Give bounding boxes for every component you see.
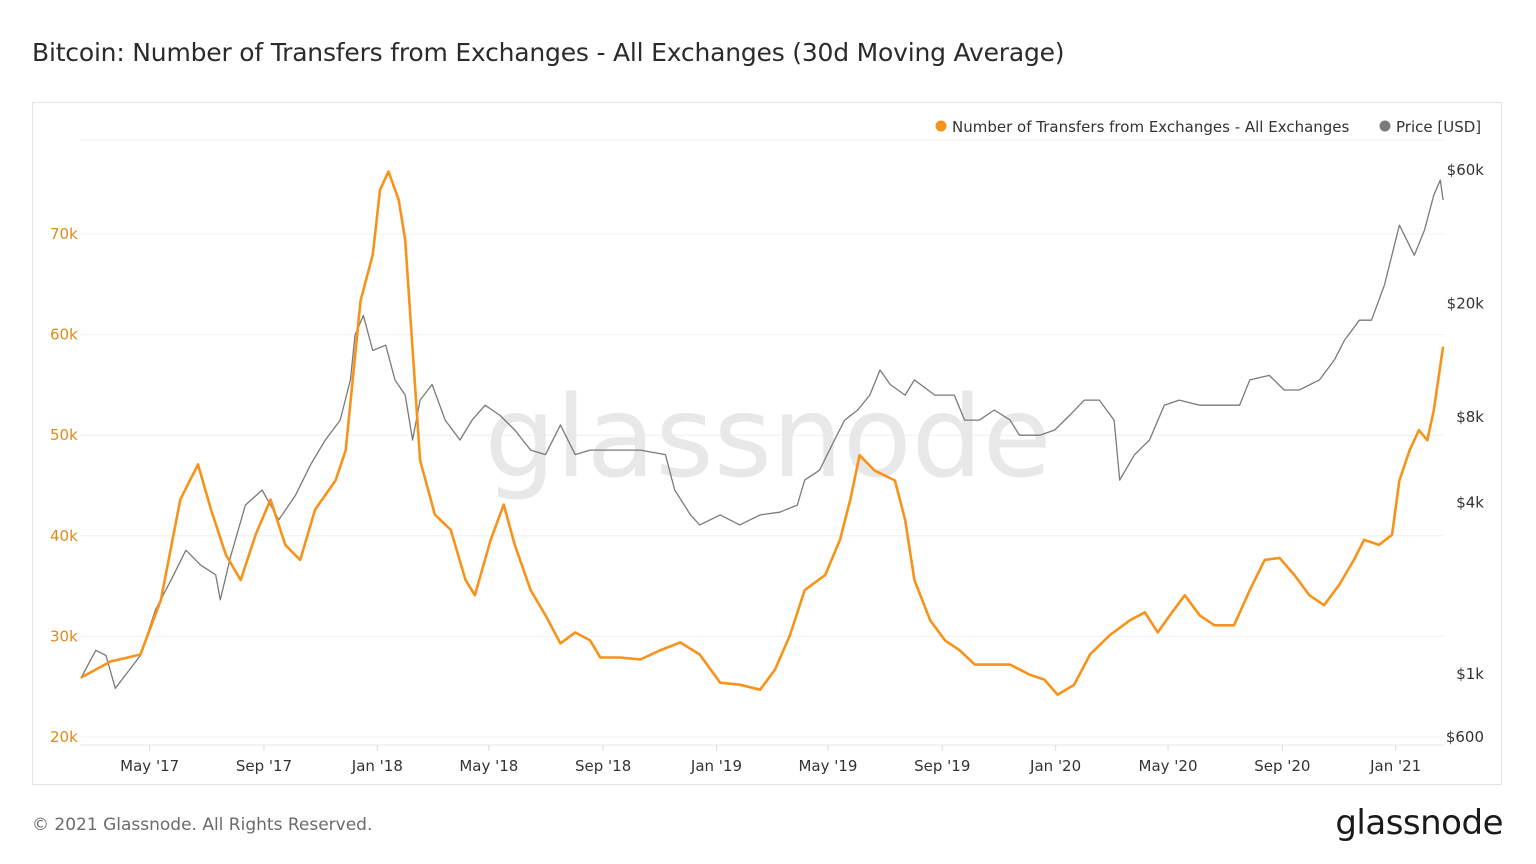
legend: Number of Transfers from Exchanges - All… <box>935 118 1481 136</box>
right-tick-label: $8k <box>1456 408 1484 426</box>
left-tick-label: 40k <box>50 527 78 545</box>
legend-marker-price <box>1379 120 1391 132</box>
watermark: glassnode <box>484 373 1051 503</box>
price-series-line <box>80 179 1444 689</box>
x-tick-label: May '17 <box>120 757 179 775</box>
x-tick-label: Jan '18 <box>351 757 403 775</box>
x-tick-label: May '18 <box>459 757 518 775</box>
x-tick-label: May '19 <box>798 757 857 775</box>
transfers-series-line <box>80 170 1445 696</box>
left-tick-label: 60k <box>50 326 78 344</box>
x-tick-label: Jan '20 <box>1029 757 1081 775</box>
x-tick-label: Sep '19 <box>914 757 970 775</box>
left-tick-label: 70k <box>50 225 78 243</box>
left-tick-label: 30k <box>50 627 78 645</box>
right-tick-label: $4k <box>1456 494 1484 512</box>
right-tick-label: $60k <box>1447 161 1485 179</box>
x-tick-label: Sep '17 <box>236 757 292 775</box>
x-tick-label: Sep '20 <box>1254 757 1310 775</box>
x-tick-label: Sep '18 <box>575 757 631 775</box>
left-tick-label: 50k <box>50 426 78 444</box>
copyright-footer: © 2021 Glassnode. All Rights Reserved. <box>32 815 373 835</box>
chart-title: Bitcoin: Number of Transfers from Exchan… <box>32 38 1065 67</box>
left-tick-label: 20k <box>50 728 78 746</box>
legend-marker-transfers <box>935 120 947 132</box>
legend-label-transfers: Number of Transfers from Exchanges - All… <box>952 118 1350 136</box>
right-tick-label: $600 <box>1446 728 1484 746</box>
x-tick-label: May '20 <box>1139 757 1198 775</box>
legend-label-price: Price [USD] <box>1396 118 1481 136</box>
x-tick-label: Jan '19 <box>690 757 742 775</box>
glassnode-logo[interactable]: glassnode <box>1335 803 1503 843</box>
right-tick-label: $20k <box>1447 295 1485 313</box>
right-tick-label: $1k <box>1456 665 1484 683</box>
x-tick-label: Jan '21 <box>1369 757 1421 775</box>
chart-frame <box>32 102 1502 785</box>
